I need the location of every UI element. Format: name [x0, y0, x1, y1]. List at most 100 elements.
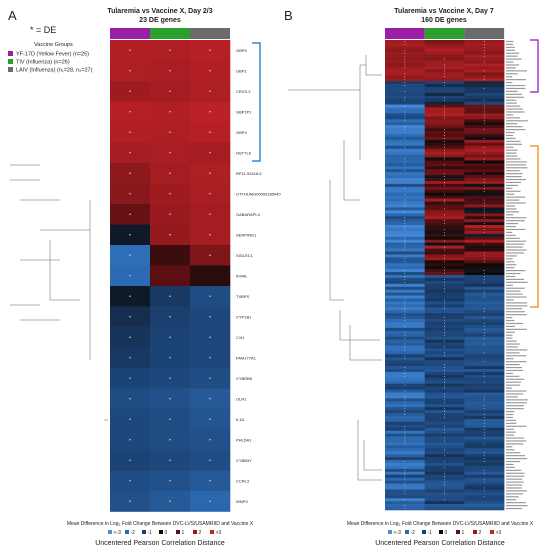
de-marker [129, 193, 131, 195]
gene-label-placeholder [506, 449, 515, 451]
heatmap-cell [424, 442, 465, 446]
de-marker [129, 377, 131, 379]
heatmap-cell [424, 160, 465, 164]
heatmap-cell [424, 87, 465, 91]
gene-label-placeholder [506, 252, 525, 254]
de-marker [483, 361, 485, 363]
de-marker [444, 352, 445, 354]
group-legend: YF-17D (Yellow Fever) (n=25) TIV (Influen… [8, 51, 93, 74]
de-marker [404, 273, 406, 274]
color-scale-label: 0 [165, 530, 168, 536]
de-marker [444, 284, 445, 286]
de-marker [483, 311, 485, 313]
de-marker [129, 480, 131, 482]
de-marker [404, 370, 406, 371]
de-marker [404, 428, 406, 430]
gene-label-placeholder [506, 413, 514, 416]
gene-label-placeholder [506, 214, 514, 216]
heatmap-cell [385, 195, 425, 199]
heatmap-cell [464, 369, 505, 373]
gene-label-placeholder [506, 437, 525, 439]
heatmap-cell [385, 254, 425, 258]
heatmap-cell [385, 233, 425, 238]
heatmap-cell [424, 501, 465, 505]
gene-label-placeholder [506, 208, 517, 210]
de-marker [483, 231, 485, 233]
gene-label-placeholder [506, 302, 528, 304]
gene-label: SIGLEC1 [236, 253, 254, 258]
heatmap-cell [385, 416, 425, 420]
de-marker [169, 70, 171, 72]
de-marker [404, 431, 406, 433]
heatmap-cell [464, 192, 505, 196]
de-marker [209, 90, 211, 92]
heatmap-cell [385, 151, 425, 155]
heatmap-cell [424, 418, 465, 423]
de-marker [169, 234, 171, 236]
de-marker [169, 152, 171, 154]
de-marker [444, 428, 445, 430]
heatmap-cell [464, 386, 505, 390]
heatmap-cell [424, 92, 465, 97]
heatmap-cell [424, 125, 465, 129]
heatmap-cell [464, 348, 505, 352]
de-marker [444, 408, 445, 410]
de-marker [404, 146, 406, 148]
color-scale-label: 0 [445, 530, 448, 536]
gene-label-placeholder [506, 408, 524, 410]
de-marker [483, 325, 485, 327]
heatmap-cell [464, 410, 505, 414]
panel-b-scale-caption: Mean Difference in Log₂ Fold Change Betw… [347, 521, 534, 527]
de-marker [444, 135, 445, 136]
heatmap-cell [424, 348, 465, 352]
de-marker [404, 105, 406, 107]
heatmap-cell [424, 89, 465, 94]
heatmap-cell [464, 445, 505, 449]
heatmap-cell [424, 445, 465, 449]
heatmap-cell [424, 451, 465, 455]
de-marker [483, 88, 485, 89]
de-marker [483, 396, 485, 398]
de-marker [404, 337, 406, 339]
de-marker [209, 459, 211, 461]
de-marker [444, 346, 445, 348]
de-marker [444, 132, 445, 133]
de-marker [483, 270, 485, 272]
de-marker [404, 243, 406, 245]
gene-label-placeholder [506, 176, 522, 178]
gene-label-placeholder [506, 325, 515, 327]
heatmap-cell [464, 169, 505, 173]
de-marker [404, 461, 406, 462]
de-marker [444, 184, 445, 186]
gene-label-placeholder [506, 296, 527, 298]
de-marker [483, 49, 485, 51]
gene-label-placeholder [506, 305, 528, 307]
heatmap-cell [385, 421, 425, 426]
heatmap-cell [385, 207, 425, 211]
de-marker [209, 49, 211, 51]
de-marker [129, 111, 131, 113]
de-marker [483, 281, 485, 283]
de-marker [483, 431, 485, 433]
de-marker [444, 73, 445, 75]
color-scale-label: -1 [428, 530, 433, 536]
de-marker [404, 79, 406, 81]
heatmap-cell [464, 263, 505, 267]
de-marker [444, 372, 445, 374]
de-marker [444, 334, 445, 336]
de-marker [483, 352, 485, 354]
heatmap-cell [424, 166, 465, 170]
gene-label-placeholder [506, 278, 525, 280]
heatmap-cell [464, 389, 505, 393]
gene-label-placeholder [506, 396, 518, 398]
gene-label-placeholder [506, 272, 521, 275]
gene-label-placeholder [506, 358, 514, 360]
heatmap-cell [424, 468, 465, 473]
de-marker [444, 323, 445, 324]
gene-label: RP11-53418.5 [236, 171, 262, 176]
gene-label-placeholder [506, 507, 523, 510]
gene-label-placeholder [506, 478, 523, 480]
de-marker [404, 299, 406, 301]
heatmap-cell [464, 377, 505, 382]
gene-label-placeholder [506, 102, 517, 104]
